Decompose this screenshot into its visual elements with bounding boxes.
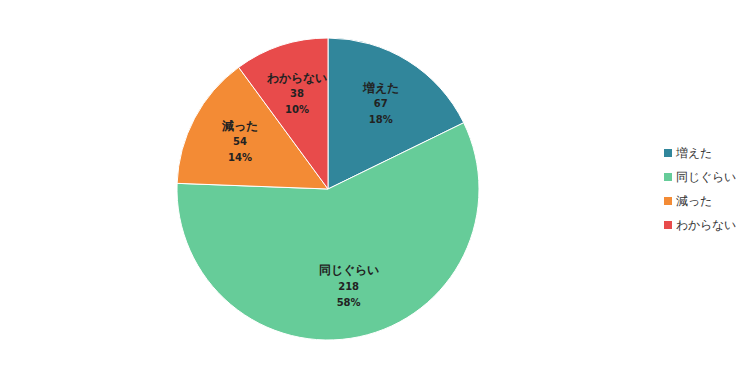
legend-label: 増えた — [675, 146, 712, 160]
chart-container: 増えた6718%同じぐらい21858%減った5414%わからない3810%増えた… — [0, 0, 756, 378]
label-percent: 14% — [228, 152, 252, 163]
label-value: 54 — [233, 136, 247, 147]
legend-label: わからない — [676, 218, 736, 232]
legend-swatch — [664, 221, 672, 229]
label-name: 減った — [221, 119, 258, 133]
legend: 増えた同じぐらい減ったわからない — [664, 146, 736, 232]
label-value: 218 — [338, 281, 359, 292]
legend-label: 同じぐらい — [676, 170, 736, 184]
label-name: わからない — [266, 71, 327, 85]
label-percent: 58% — [337, 297, 361, 308]
legend-label: 減った — [676, 194, 712, 208]
legend-swatch — [664, 173, 672, 181]
chart-svg: 増えた6718%同じぐらい21858%減った5414%わからない3810%増えた… — [0, 0, 756, 378]
label-percent: 18% — [369, 114, 393, 125]
pie-slice — [239, 38, 328, 189]
label-value: 38 — [290, 88, 304, 99]
legend-swatch — [664, 149, 672, 157]
label-value: 67 — [374, 98, 388, 109]
legend-swatch — [664, 197, 672, 205]
label-percent: 10% — [285, 104, 309, 115]
data-labels: 増えた 67 18% 同じぐらい 218 58% 減った 54 14% わからない 38 10% — [221, 71, 399, 308]
label-name: 増えた — [362, 81, 399, 95]
slices — [177, 38, 479, 340]
label-name: 同じぐらい — [319, 263, 379, 277]
